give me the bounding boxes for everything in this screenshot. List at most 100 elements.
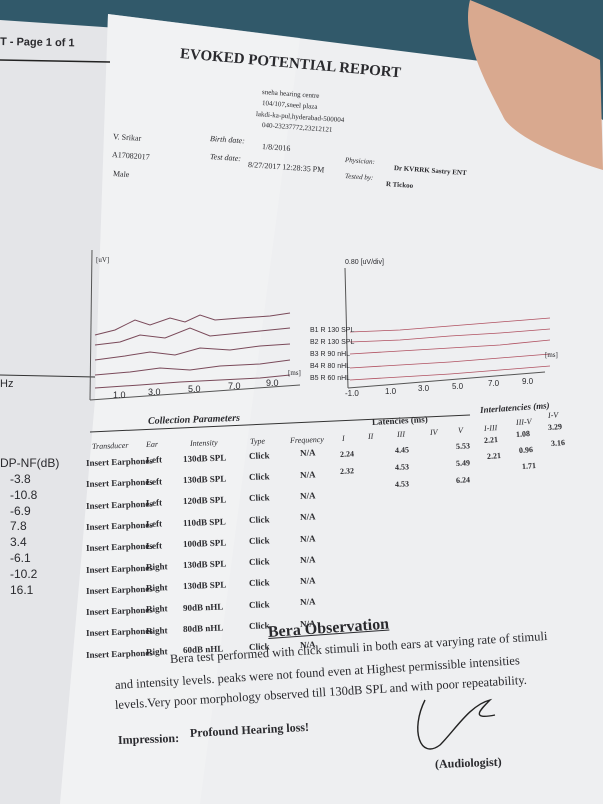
plot-unit: [uV]: [96, 256, 110, 264]
trace-label: B1 R 130 SPL: [310, 327, 355, 334]
table-cell: N/A: [299, 554, 316, 565]
table-cell: Left: [145, 497, 163, 508]
side-axis: [0, 374, 96, 378]
table-cell: N/A: [299, 511, 316, 523]
column-header: II: [367, 431, 374, 442]
column-header: III: [396, 429, 406, 440]
table-cell: Right: [145, 582, 168, 594]
dp-value: -10.2: [10, 566, 38, 581]
interlatency-value: 2.21: [486, 451, 502, 461]
left-plot-axis: [89, 249, 93, 401]
table-cell: 100dB SPL: [182, 537, 227, 549]
thumb: [468, 0, 603, 170]
right-plot-axis: [344, 267, 349, 389]
table-cell: N/A: [299, 490, 316, 501]
table-cell: Left: [145, 539, 163, 551]
x-tick-label: 5.0: [452, 381, 464, 391]
column-header: DP-NF(dB): [0, 456, 60, 470]
trace-label: B3 R 90 nHL: [310, 351, 351, 358]
column-header: IV: [429, 427, 438, 437]
table-cell: Insert Earphones: [85, 562, 153, 575]
interlatency-value: 0.96: [518, 444, 534, 455]
table-cell: Click: [248, 492, 270, 504]
table-cell: Left: [145, 476, 163, 487]
x-tick-label: 5.0: [188, 384, 201, 394]
table-cell: Click: [248, 599, 270, 610]
table-cell: 80dB nHL: [182, 622, 224, 635]
dp-value: -10.8: [10, 487, 38, 502]
interlatency-value: 3.29: [547, 422, 563, 433]
table-cell: Click: [248, 556, 270, 568]
table-cell: Click: [248, 535, 270, 546]
latency-value: 5.49: [455, 458, 471, 468]
x-tick-label: 1.0: [385, 386, 397, 396]
plot-unit: [ms]: [545, 351, 558, 359]
side-rule: [0, 59, 111, 63]
left-plot-axis: [89, 384, 301, 401]
latency-value: 2.32: [339, 466, 355, 476]
table-cell: Click: [248, 577, 270, 589]
x-tick-label: 3.0: [418, 384, 430, 393]
table-cell: Insert Earphones: [85, 583, 153, 596]
column-header: I-III: [483, 423, 498, 433]
table-cell: Right: [145, 603, 168, 615]
dp-value: 16.1: [10, 582, 34, 597]
table-cell: Insert Earphones: [85, 498, 153, 511]
patient-field: Male: [112, 169, 130, 180]
table-cell: 130dB SPL: [182, 579, 227, 592]
x-tick-label: 7.0: [228, 381, 241, 391]
interlatency-value: 2.21: [483, 435, 499, 445]
x-tick-label: -1.0: [345, 389, 359, 398]
table-cell: Click: [248, 471, 270, 482]
trace-label: B2 R 130 SPL: [310, 339, 355, 346]
dp-value: -6.9: [10, 503, 31, 518]
page-number: T - Page 1 of 1: [0, 36, 75, 50]
unit: Hz: [0, 378, 14, 390]
table-cell: N/A: [299, 469, 316, 480]
dp-value: -3.8: [10, 472, 31, 486]
dp-value: -6.1: [10, 551, 31, 565]
table-cell: Click: [248, 513, 270, 525]
latency-value: 4.53: [394, 462, 410, 473]
table-cell: 130dB SPL: [182, 558, 227, 571]
signature: [417, 698, 496, 750]
trace-label: B5 R 60 nHL: [310, 375, 351, 382]
table-cell: 130dB SPL: [182, 473, 227, 485]
table-rule: [89, 414, 471, 433]
table-cell: Insert Earphones: [85, 647, 153, 660]
table-cell: Right: [145, 624, 168, 636]
x-tick-label: 9.0: [266, 378, 279, 388]
column-header: Type: [249, 436, 266, 447]
interlatency-value: 3.16: [550, 438, 566, 449]
x-tick-label: 1.0: [113, 390, 126, 400]
table-cell: Click: [248, 449, 270, 461]
table-cell: 120dB SPL: [182, 494, 227, 507]
table-cell: 130dB SPL: [182, 452, 227, 464]
patient-field: V. Srikar: [112, 132, 142, 143]
column-header: I-V: [547, 410, 559, 421]
plot-unit: [ms]: [288, 369, 301, 377]
plot-unit: 0.80 [uV/div]: [345, 259, 384, 266]
right-waveforms: [349, 317, 551, 381]
table-cell: Right: [145, 646, 168, 657]
trace-label: B4 R 80 nHL: [310, 363, 351, 370]
latency-value: 4.53: [394, 479, 410, 490]
page-light: [60, 14, 300, 804]
column-header: Intensity: [189, 438, 218, 449]
column-header: V: [457, 425, 464, 435]
dp-value: 3.4: [10, 535, 27, 550]
column-header: Ear: [145, 439, 159, 450]
x-tick-label: 3.0: [148, 387, 161, 397]
table-cell: N/A: [299, 575, 316, 587]
latency-value: 4.45: [394, 445, 410, 456]
table-cell: 110dB SPL: [182, 516, 226, 528]
x-tick-label: 7.0: [488, 379, 500, 388]
latency-value: 2.24: [339, 449, 355, 459]
column-header: III-V: [515, 416, 532, 427]
table-cell: N/A: [299, 533, 316, 544]
table-cell: N/A: [299, 596, 316, 608]
signature-role: (Audiologist): [434, 754, 502, 771]
column-header: Frequency: [289, 434, 325, 446]
table-cell: Right: [145, 561, 168, 572]
